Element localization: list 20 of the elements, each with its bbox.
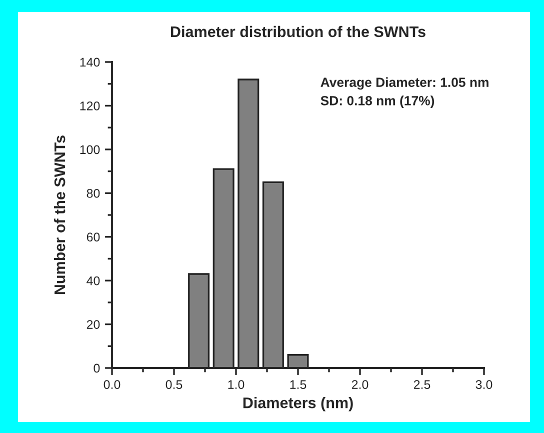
x-tick-label: 1.5: [290, 380, 306, 389]
y-tick-label: 40: [86, 276, 100, 286]
x-tick-label: 1.0: [228, 380, 244, 389]
x-axis-title: Diameters (nm): [243, 397, 353, 412]
y-tick-label: 100: [80, 145, 100, 154]
x-tick-label: 0.5: [166, 380, 182, 389]
y-tick-label: 140: [80, 58, 100, 67]
y-tick-label: 0: [94, 364, 100, 373]
x-tick-label: 0.0: [104, 380, 120, 389]
x-tick-label: 2.0: [352, 380, 368, 389]
x-tick-label: 2.5: [414, 380, 430, 389]
x-tick-label: 3.0: [476, 380, 492, 389]
annotation: SD: 0.18 nm (17%): [320, 96, 434, 108]
y-axis-title: Number of the SWNTs: [54, 136, 66, 294]
y-tick-label: 20: [86, 320, 100, 329]
y-tick-label: 120: [80, 102, 100, 110]
chart-title: Diameter distribution of the SWNTs: [171, 26, 426, 38]
y-tick-label: 60: [86, 232, 100, 242]
y-tick-label: 80: [86, 188, 100, 198]
annotation: Average Diameter: 1.05 nm: [320, 77, 488, 90]
